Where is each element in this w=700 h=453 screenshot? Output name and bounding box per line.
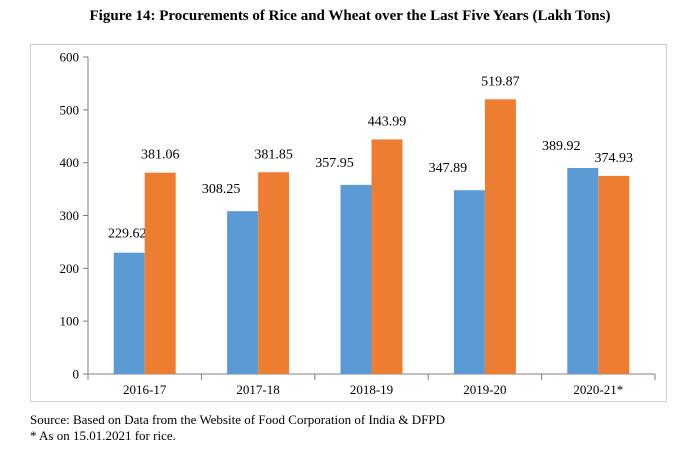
wheat-bar [598,175,630,374]
x-tick-label: 2020-21* [573,382,623,397]
rice-data-label: 347.89 [429,161,468,176]
wheat-data-label: 374.93 [595,151,634,166]
x-tick-label: 2017-18 [236,382,279,397]
x-tick-label: 2016-17 [123,382,167,397]
x-tick-label: 2019-20 [463,382,506,397]
y-tick-label: 300 [60,208,80,223]
rice-bar [227,211,259,374]
rice-data-label: 308.25 [202,182,241,197]
chart-title: Figure 14: Procurements of Rice and Whea… [89,8,611,24]
chart-frame [30,44,667,402]
wheat-data-label: 381.06 [141,148,180,163]
wheat-data-label: 443.99 [368,114,407,129]
rice-bar [453,190,485,374]
y-tick-label: 600 [60,50,80,65]
wheat-data-label: 381.85 [254,147,293,162]
x-tick-label: 2018-19 [350,382,393,397]
wheat-bar [484,99,516,374]
y-tick-label: 100 [60,314,80,329]
rice-bar [567,167,599,374]
rice-data-label: 389.92 [542,139,581,154]
y-tick-label: 400 [60,155,80,170]
wheat-data-label: 519.87 [481,74,520,89]
wheat-bar [371,139,403,374]
source-note: Source: Based on Data from the Website o… [30,412,446,427]
y-tick-label: 0 [73,367,80,382]
bar-chart: 0 100 200 300 400 500 600 2016-17 229.62 381.06 20… [60,50,656,397]
rice-bar [340,184,372,374]
rice-data-label: 229.62 [108,227,147,242]
wheat-bar [144,172,176,374]
rice-data-label: 357.95 [315,156,354,171]
wheat-bar [258,172,290,374]
asterisk-note: * As on 15.01.2021 for rice. [30,428,176,443]
y-tick-label: 500 [60,102,80,117]
rice-bar [113,252,145,374]
y-tick-label: 200 [60,261,80,276]
